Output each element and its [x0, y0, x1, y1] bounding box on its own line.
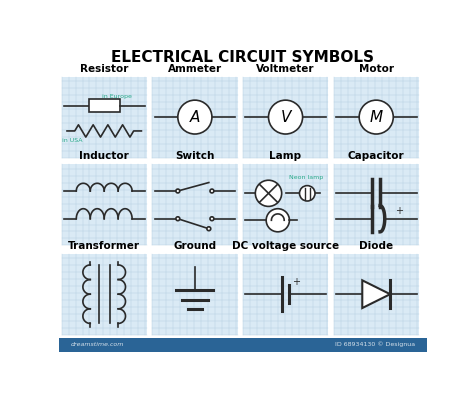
Text: DC voltage source: DC voltage source — [232, 241, 339, 251]
Bar — [62, 254, 147, 335]
Text: M: M — [370, 109, 383, 124]
Circle shape — [300, 186, 315, 201]
Bar — [152, 164, 237, 245]
Text: in Europe: in Europe — [102, 94, 132, 99]
Circle shape — [359, 100, 393, 134]
Bar — [334, 77, 419, 158]
Text: Motor: Motor — [359, 64, 394, 73]
Circle shape — [210, 189, 214, 193]
Bar — [334, 164, 419, 245]
Text: Ammeter: Ammeter — [168, 64, 222, 73]
Circle shape — [255, 180, 282, 207]
Text: ELECTRICAL CIRCUIT SYMBOLS: ELECTRICAL CIRCUIT SYMBOLS — [111, 50, 374, 65]
Text: +: + — [292, 277, 301, 287]
Circle shape — [210, 217, 214, 221]
Text: V: V — [280, 109, 291, 124]
Text: Lamp: Lamp — [270, 151, 301, 162]
Bar — [62, 77, 147, 158]
Text: Ground: Ground — [173, 241, 217, 251]
Bar — [152, 254, 237, 335]
Circle shape — [176, 189, 180, 193]
Text: Capacitor: Capacitor — [348, 151, 404, 162]
Bar — [59, 338, 427, 352]
Bar — [334, 254, 419, 335]
Text: ID 68934130 © Designua: ID 68934130 © Designua — [335, 342, 415, 348]
Circle shape — [207, 227, 211, 231]
Text: +: + — [395, 206, 403, 216]
Text: Switch: Switch — [175, 151, 215, 162]
Text: Diode: Diode — [359, 241, 393, 251]
Text: Voltmeter: Voltmeter — [256, 64, 315, 73]
Bar — [89, 99, 120, 113]
Text: Transformer: Transformer — [68, 241, 140, 251]
Circle shape — [178, 100, 212, 134]
Text: in USA: in USA — [62, 139, 82, 143]
Circle shape — [266, 209, 290, 232]
Polygon shape — [362, 280, 390, 308]
Bar — [243, 164, 328, 245]
Text: Resistor: Resistor — [80, 64, 128, 73]
Text: Neon lamp: Neon lamp — [290, 175, 324, 181]
Circle shape — [268, 100, 302, 134]
Bar — [62, 164, 147, 245]
Text: A: A — [190, 109, 200, 124]
Text: dreamstime.com: dreamstime.com — [71, 342, 124, 347]
Bar — [243, 254, 328, 335]
Bar — [152, 77, 237, 158]
Bar — [243, 77, 328, 158]
Circle shape — [176, 217, 180, 221]
Text: Inductor: Inductor — [79, 151, 129, 162]
